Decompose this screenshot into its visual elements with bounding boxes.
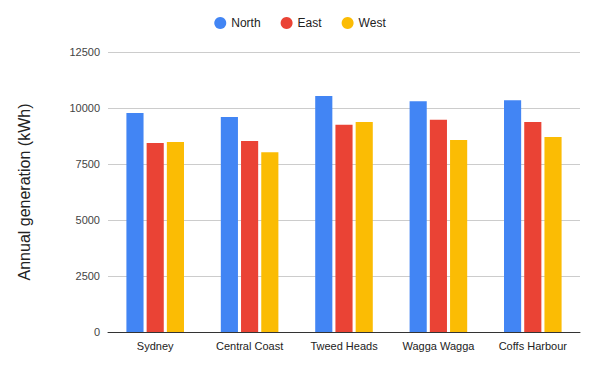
svg-text:10000: 10000 [69, 102, 100, 114]
svg-text:Coffs Harbour: Coffs Harbour [499, 340, 568, 352]
svg-text:Wagga Wagga: Wagga Wagga [402, 340, 475, 352]
svg-text:12500: 12500 [69, 46, 100, 58]
svg-text:2500: 2500 [76, 270, 100, 282]
svg-text:0: 0 [94, 326, 100, 338]
svg-text:7500: 7500 [76, 158, 100, 170]
svg-text:5000: 5000 [76, 214, 100, 226]
svg-text:East: East [298, 16, 323, 30]
svg-text:West: West [359, 16, 387, 30]
svg-text:Sydney: Sydney [137, 340, 174, 352]
svg-text:Central Coast: Central Coast [216, 340, 283, 352]
svg-text:North: North [231, 16, 260, 30]
svg-text:Annual generation (kWh): Annual generation (kWh) [16, 104, 33, 281]
svg-text:Tweed Heads: Tweed Heads [310, 340, 378, 352]
